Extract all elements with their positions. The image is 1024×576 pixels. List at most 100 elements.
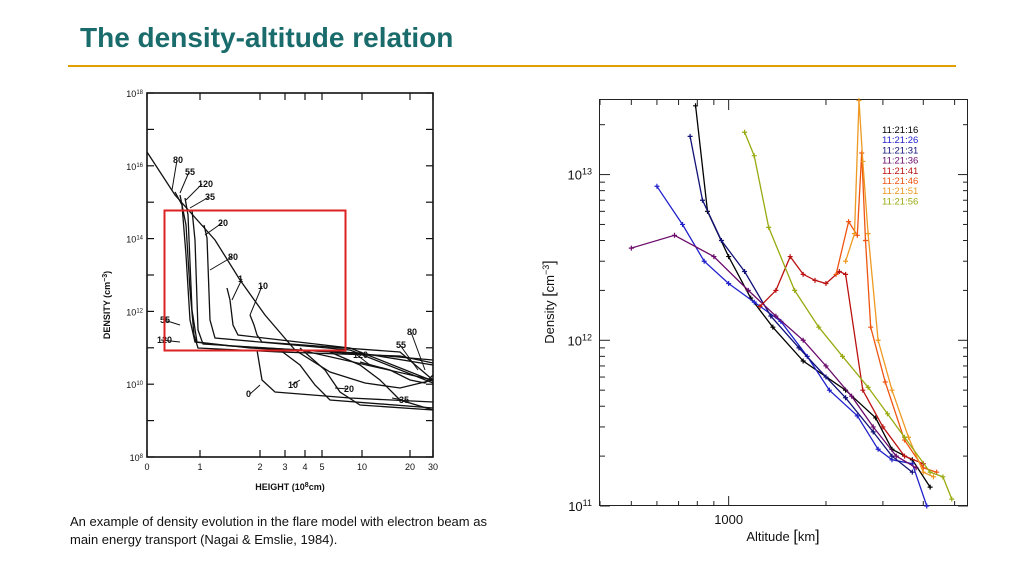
y-tick-label: 108 — [130, 453, 144, 463]
data-point — [726, 254, 732, 260]
curve-label: 120 — [353, 350, 368, 360]
data-point — [718, 238, 724, 244]
data-point — [927, 469, 933, 475]
data-point — [680, 221, 686, 227]
data-point — [787, 254, 793, 260]
curve-label: 20 — [344, 384, 354, 394]
data-point — [796, 345, 802, 351]
data-point — [920, 469, 926, 475]
legend-entry: 11:21:51 — [882, 186, 918, 197]
density-curve — [249, 314, 434, 381]
x-tick-label: 1000 — [714, 512, 743, 527]
x-tick-label: 4 — [302, 462, 307, 472]
data-point — [913, 465, 919, 471]
series-11-21-56 — [742, 129, 955, 502]
data-point — [843, 395, 849, 401]
data-point — [672, 232, 678, 238]
data-point — [870, 429, 876, 435]
legend-entry: 11:21:16 — [882, 125, 918, 136]
data-point — [889, 453, 895, 459]
density-curve — [359, 361, 434, 384]
data-point — [860, 158, 866, 164]
density-curve — [146, 151, 434, 389]
data-point — [773, 313, 779, 319]
series-11-21-51 — [843, 97, 936, 480]
data-point — [766, 224, 772, 230]
y-tick-label: 1011 — [568, 498, 592, 514]
curve-label: 80 — [407, 327, 417, 337]
data-point — [862, 238, 868, 244]
x-tick-label: 3 — [282, 462, 287, 472]
series-11-21-36 — [628, 232, 919, 471]
curve-label: 20 — [218, 218, 228, 228]
data-point — [934, 469, 940, 475]
data-point — [693, 103, 699, 109]
y-tick-label: 1014 — [126, 235, 143, 245]
data-point — [773, 287, 779, 293]
density-height-axes — [146, 92, 434, 458]
data-point — [628, 245, 634, 251]
curve-label: 80 — [228, 252, 238, 262]
legend-entry: 11:21:46 — [882, 176, 918, 187]
data-point — [800, 271, 806, 277]
density-height-xlabel: HEIGHT (108cm) — [255, 482, 324, 493]
data-point — [816, 324, 822, 330]
data-point — [880, 424, 886, 430]
title-underline — [68, 65, 956, 67]
data-point — [893, 453, 899, 459]
curve-label: 35 — [399, 395, 409, 405]
series-11-21-26 — [654, 183, 930, 509]
density-curve — [226, 287, 434, 382]
data-point — [930, 474, 936, 480]
plot-frame — [599, 99, 968, 506]
data-point — [770, 324, 776, 330]
data-point — [751, 299, 757, 305]
series-line — [656, 185, 928, 507]
data-point — [823, 374, 829, 380]
density-curve — [256, 349, 434, 403]
density-altitude-ticks: 1000 1011 1012 1013 — [568, 100, 968, 527]
legend-entry: 11:21:41 — [882, 166, 918, 177]
data-point — [849, 393, 855, 399]
data-point — [751, 153, 757, 159]
data-point — [699, 197, 705, 203]
data-point — [843, 271, 849, 277]
density-curve — [191, 209, 434, 381]
series-line — [689, 136, 913, 473]
density-curve — [279, 349, 434, 409]
curve-label: 1 — [238, 274, 243, 284]
highlight-box — [163, 209, 347, 352]
curve-label: 55 — [396, 340, 406, 350]
series-11-21-31 — [687, 133, 915, 475]
x-tick-label: 0 — [144, 462, 149, 472]
data-point — [800, 337, 806, 343]
data-point — [885, 411, 891, 417]
density-altitude-series — [628, 97, 955, 509]
curve-label: 10 — [258, 281, 268, 291]
data-point — [836, 269, 842, 275]
y-axis-label: Density [cm−3] — [541, 260, 558, 343]
data-point — [726, 281, 732, 287]
series-11-21-46 — [833, 150, 940, 475]
density-curve — [174, 191, 434, 361]
y-tick-label: 1012 — [568, 332, 592, 348]
slide-title: The density-altitude relation — [80, 22, 454, 53]
data-point — [860, 387, 866, 393]
data-point — [823, 363, 829, 369]
curve-label: 35 — [205, 192, 215, 202]
data-point — [846, 219, 852, 225]
data-point — [875, 446, 881, 452]
data-point — [654, 183, 660, 189]
data-point — [800, 358, 806, 364]
data-point — [927, 484, 933, 490]
data-point — [742, 129, 748, 135]
data-point — [868, 324, 874, 330]
data-point — [854, 232, 860, 238]
data-point — [687, 133, 693, 139]
curve-label: 0 — [246, 389, 251, 399]
series-line — [835, 152, 937, 473]
figure-caption: An example of density evolution in the f… — [70, 514, 487, 547]
